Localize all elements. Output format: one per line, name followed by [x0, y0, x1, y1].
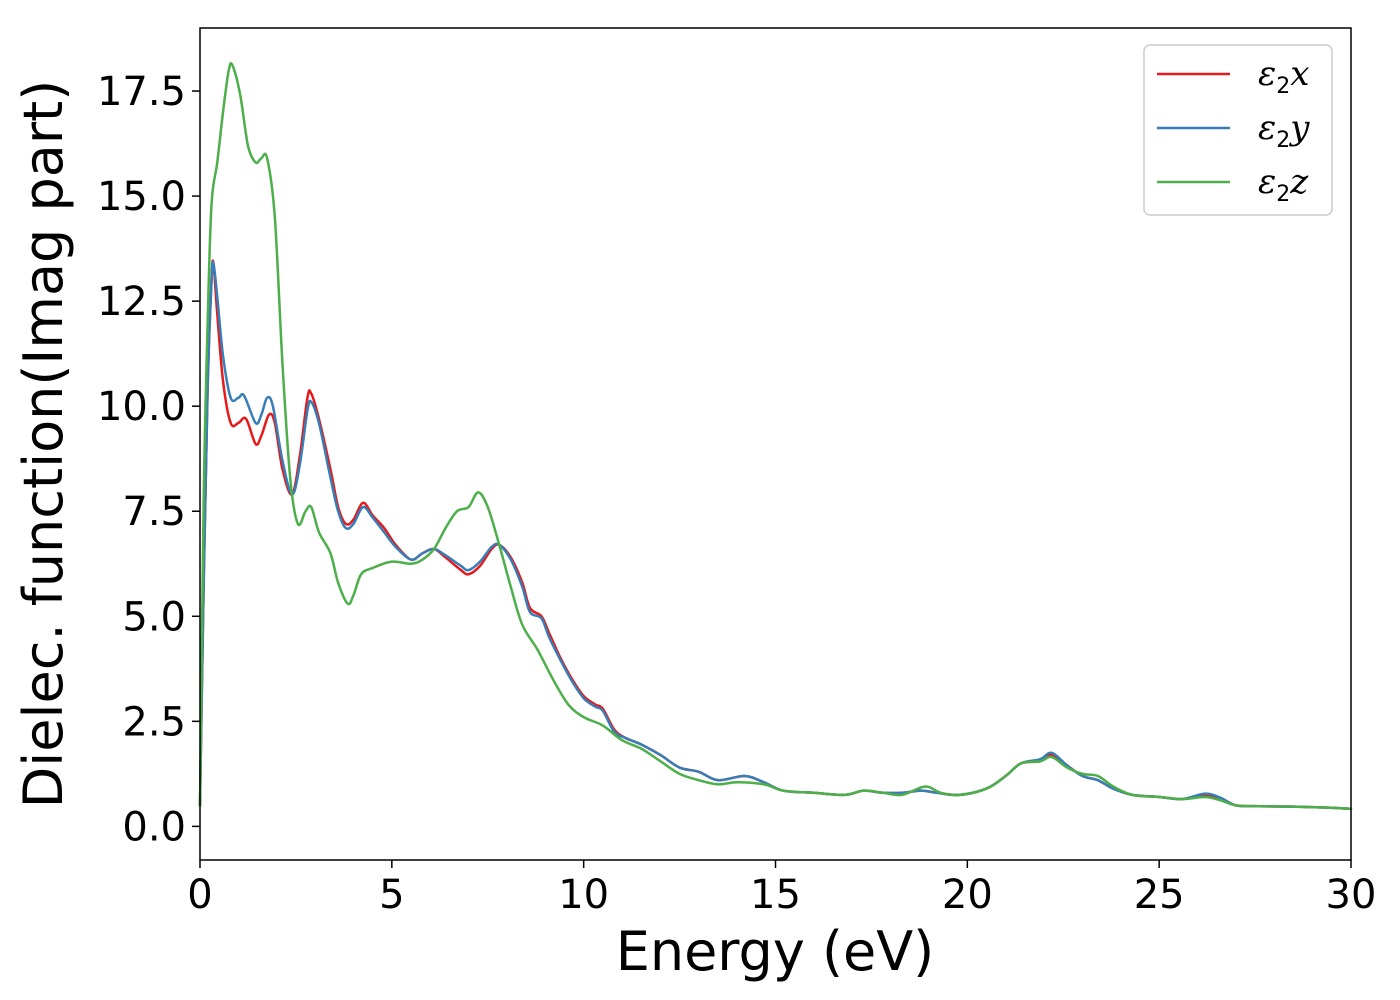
- x-tick-label: 30: [1326, 872, 1377, 918]
- legend-subscript: 2: [1276, 74, 1290, 99]
- series-line-x: [198, 259, 1353, 810]
- x-tick-label: 15: [750, 872, 801, 918]
- y-tick-label: 5.0: [122, 594, 186, 640]
- y-axis-label: Dielec. function(Imag part): [12, 80, 75, 809]
- legend-variable: y: [1288, 108, 1310, 148]
- legend-label: ε2x: [1258, 54, 1309, 99]
- y-tick-label: 2.5: [122, 699, 186, 745]
- legend-subscript: 2: [1276, 128, 1290, 153]
- y-tick-label: 15.0: [97, 174, 186, 220]
- legend-symbol: ε: [1258, 54, 1276, 94]
- legend-box: [1143, 44, 1333, 216]
- legend-variable: x: [1290, 54, 1309, 94]
- x-tick-label: 10: [558, 872, 609, 918]
- x-axis-label: Energy (eV): [616, 920, 935, 983]
- legend-label: ε2y: [1258, 108, 1310, 153]
- y-tick-label: 17.5: [97, 69, 186, 115]
- x-tick-label: 5: [379, 872, 404, 918]
- x-tick-label: 25: [1134, 872, 1185, 918]
- y-axis: 0.0 2.5 5.0 7.5 10.0 12.5 15.0 17.5: [97, 69, 200, 850]
- legend-variable: z: [1289, 162, 1309, 202]
- y-tick-label: 0.0: [122, 804, 186, 850]
- y-tick-label: 7.5: [122, 489, 186, 535]
- x-axis: 0 5 10 15 20 25 30: [187, 860, 1376, 918]
- series-line-z: [198, 62, 1353, 810]
- legend-label: ε2z: [1258, 162, 1309, 207]
- y-tick-label: 10.0: [97, 384, 186, 430]
- x-tick-label: 20: [942, 872, 993, 918]
- plot-series: [198, 62, 1353, 810]
- series-line-y: [198, 260, 1353, 810]
- x-tick-label: 0: [187, 872, 212, 918]
- legend-symbol: ε: [1258, 162, 1276, 202]
- y-tick-label: 12.5: [97, 279, 186, 325]
- legend-symbol: ε: [1258, 108, 1276, 148]
- legend-subscript: 2: [1276, 182, 1290, 207]
